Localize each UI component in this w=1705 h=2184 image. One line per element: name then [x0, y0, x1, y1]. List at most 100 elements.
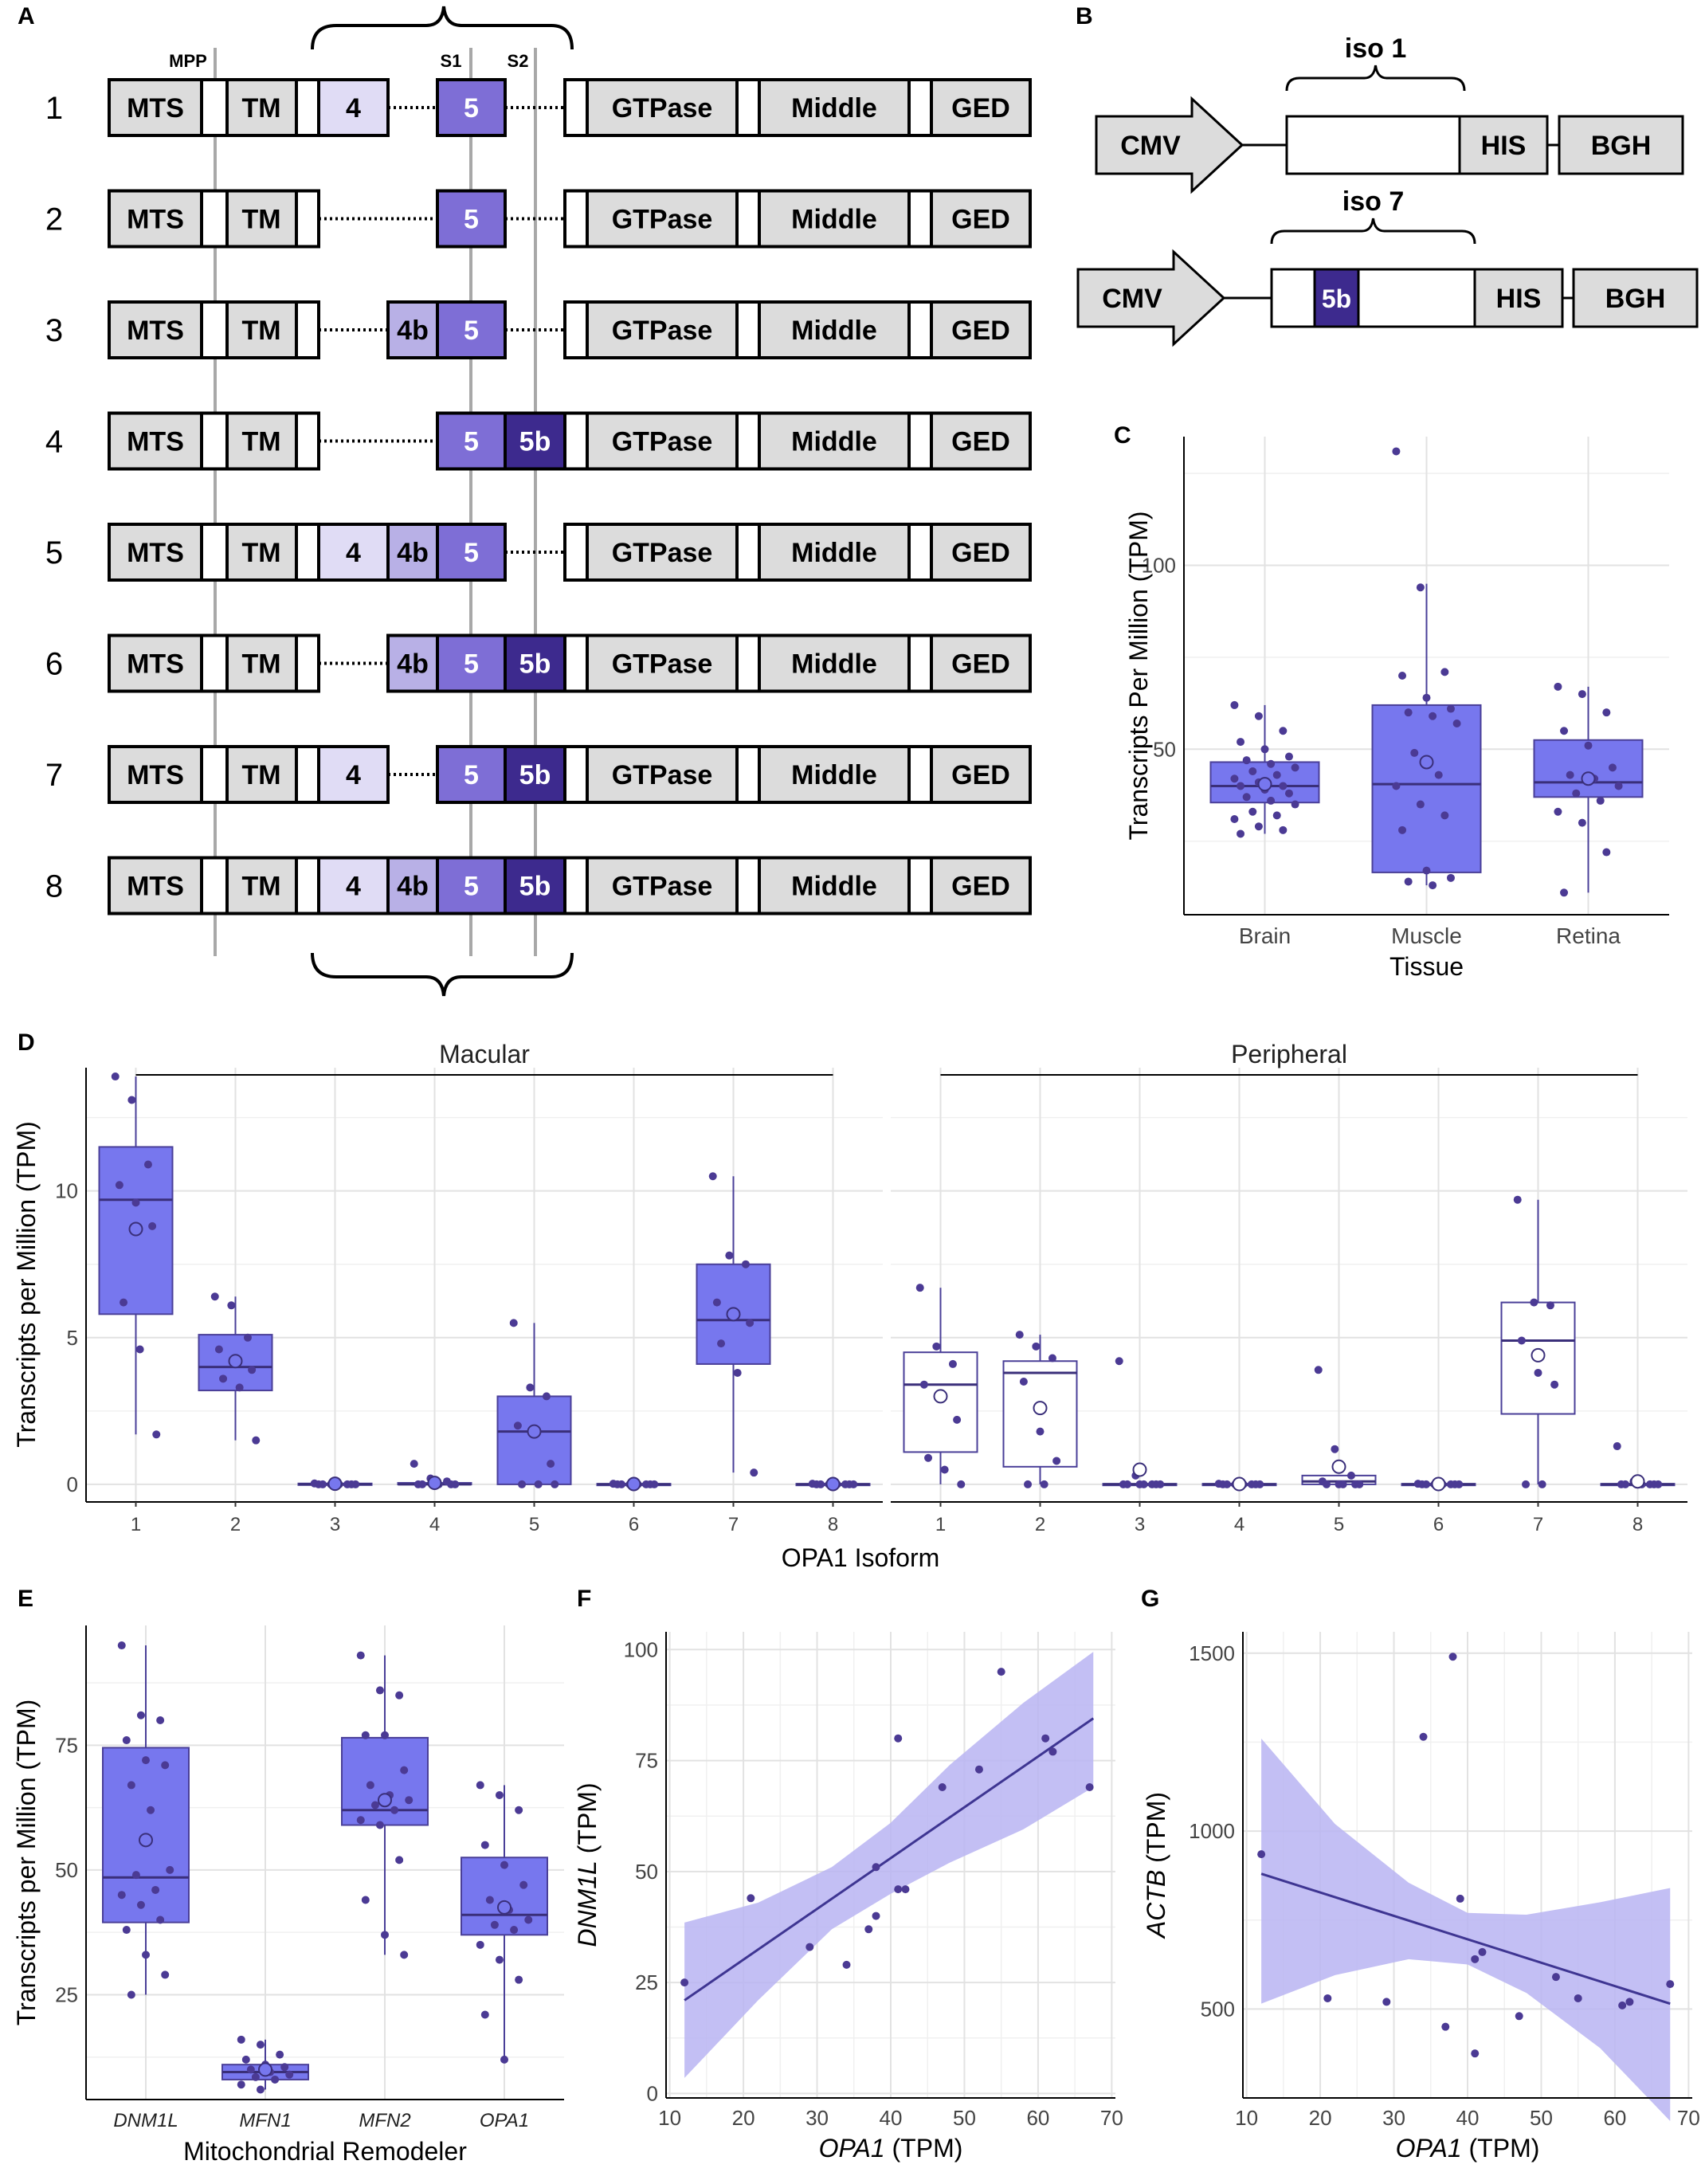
data-point: [148, 1221, 157, 1230]
linker: [907, 189, 933, 249]
y-tick-label: 25: [55, 1982, 78, 2006]
data-point: [161, 1970, 170, 1979]
tm-label: TM: [241, 93, 280, 124]
ged-label: GED: [951, 538, 1010, 568]
data-point: [547, 1460, 555, 1468]
data-point: [1339, 1480, 1347, 1488]
data-point: [1279, 727, 1288, 735]
x-tick-label: Muscle: [1391, 923, 1462, 948]
x-tick-label: 1: [935, 1514, 946, 1535]
linker: [735, 78, 761, 137]
data-point: [1040, 1480, 1048, 1488]
data-point: [842, 1960, 851, 1969]
x-tick-label: 10: [658, 2106, 681, 2130]
data-point: [381, 1931, 389, 1939]
data-point: [1416, 800, 1425, 809]
x-axis-label: OPA1 Isoform: [782, 1543, 940, 1572]
middle-label: Middle: [791, 872, 877, 902]
data-point: [1618, 2001, 1627, 2010]
exon-label: 5b: [519, 760, 551, 790]
data-point: [510, 1926, 519, 1935]
data-point: [957, 1480, 966, 1488]
linker: [563, 856, 589, 916]
y-tick-label: 75: [55, 1733, 78, 1757]
data-point: [1291, 800, 1299, 809]
panel-letter-f: F: [577, 1586, 591, 1612]
data-point: [495, 1790, 504, 1799]
data-point: [1538, 1480, 1546, 1488]
data-point: [1584, 741, 1593, 750]
data-point: [1272, 811, 1281, 820]
gtpase-label: GTPase: [612, 205, 713, 235]
x-tick-label: 50: [953, 2106, 976, 2130]
data-point: [1471, 2049, 1480, 2058]
middle-label: Middle: [791, 760, 877, 790]
exon-label: 5: [464, 872, 479, 902]
exon-5: [436, 300, 507, 359]
data-point: [1052, 1457, 1061, 1465]
linker: [295, 633, 320, 693]
data-point: [1560, 727, 1569, 735]
data-point: [1416, 583, 1425, 592]
exon-4b: [386, 300, 439, 359]
data-point: [1566, 770, 1574, 779]
y-axis-label: DNM1L (TPM): [573, 1782, 602, 1947]
data-point: [894, 1734, 903, 1743]
x-tick-label: 20: [1309, 2106, 1332, 2130]
mean-marker: [1419, 755, 1434, 770]
mpp-label: MPP: [169, 51, 207, 71]
data-point: [248, 1366, 257, 1374]
data-point: [1355, 1480, 1364, 1488]
panel-a: MPP S1 S2 1 MTS TM 4 5 GTPase Middle GED 2 MTS TM 5 GTP…: [45, 6, 1032, 997]
data-point: [1314, 1366, 1323, 1374]
tm-domain: [225, 523, 298, 582]
data-point: [1554, 807, 1562, 816]
confidence-band: [1261, 1738, 1671, 2122]
exon-4b: [386, 523, 439, 582]
exon-5: [436, 523, 507, 582]
data-point: [1410, 748, 1419, 757]
data-point: [872, 1863, 880, 1872]
x-tick-label: OPA1: [480, 2110, 529, 2131]
data-point: [746, 1319, 755, 1327]
y-tick-label: 50: [55, 1858, 78, 1882]
data-point: [1237, 782, 1245, 790]
y-tick-label: 50: [1153, 737, 1176, 761]
data-point: [1115, 1357, 1123, 1366]
data-point: [235, 1383, 244, 1392]
data-point: [410, 1460, 418, 1468]
x-tick-label: MFN1: [239, 2110, 291, 2131]
linker: [907, 523, 933, 582]
data-point: [1614, 782, 1623, 790]
mean-marker: [228, 1354, 243, 1369]
linker: [295, 78, 320, 137]
panel-b: iso 1 CMV HIS BGH iso 7 CMV 5b HIS BGH: [1076, 33, 1699, 347]
x-tick-label: 4: [429, 1514, 440, 1535]
data-point: [1267, 796, 1276, 805]
gtpase-label: GTPase: [612, 649, 713, 680]
data-point: [1346, 1471, 1355, 1480]
middle-domain: [758, 189, 911, 249]
x-tick-label: MFN2: [359, 2110, 410, 2131]
gtpase-label: GTPase: [612, 538, 713, 568]
data-point: [1382, 1998, 1391, 2006]
y-tick-label: 0: [67, 1472, 78, 1496]
linker: [563, 523, 589, 582]
mts-domain: [108, 78, 203, 137]
box-Retina: [1533, 682, 1644, 897]
isoform-row: 7 MTS TM 4 5 5b GTPase Middle GED: [45, 745, 1032, 804]
ged-domain: [930, 78, 1032, 137]
y-tick-label: 50: [635, 1860, 658, 1884]
x-axis-gene: OPA1: [1396, 2134, 1462, 2162]
linker: [200, 78, 229, 137]
exon-4: [317, 78, 390, 137]
data-point: [1440, 811, 1449, 820]
data-point: [400, 1951, 409, 1959]
mean-marker: [128, 1221, 143, 1237]
data-point: [476, 1781, 484, 1790]
data-point: [948, 1359, 957, 1368]
data-point: [361, 1896, 370, 1904]
his-tag: [1458, 115, 1549, 175]
middle-label: Middle: [791, 316, 877, 346]
data-point: [1248, 807, 1257, 816]
